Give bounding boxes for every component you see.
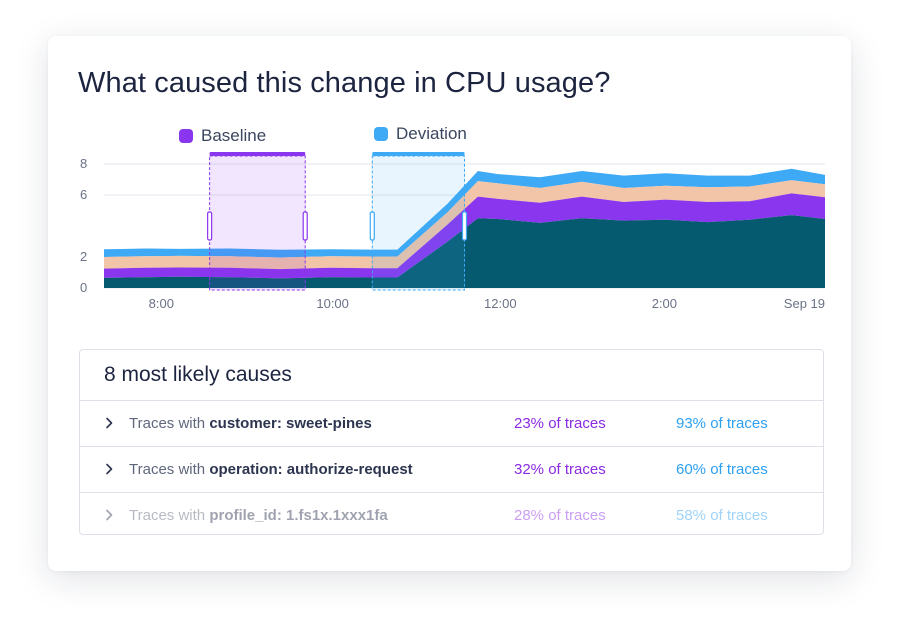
legend-deviation-label: Deviation [396,124,467,143]
cpu-usage-chart [104,152,825,291]
cause-prefix: Traces with [129,507,206,524]
deviation-selection-bar [372,152,465,156]
baseline-percentage: 23% of traces [514,415,606,432]
baseline-selection-handle-right [302,211,308,241]
x-tick-label: Sep 19 [783,296,825,311]
baseline-percentage: 28% of traces [514,507,606,524]
chevron-right-icon [106,509,113,521]
legend-deviation[interactable]: Deviation [374,124,467,144]
y-tick-label: 0 [80,280,88,295]
x-tick-label: 10:00 [316,296,349,311]
baseline-swatch [179,129,193,143]
y-tick-label: 8 [80,156,88,171]
baseline-selection-bar [209,152,306,156]
deviation-swatch [374,127,388,141]
cause-description: Traces with customer: sweet-pines [129,415,372,432]
deviation-percentage: 60% of traces [676,461,768,478]
cause-row[interactable]: Traces with operation: authorize-request… [80,447,823,493]
baseline-selection [209,155,306,291]
chevron-right-icon [106,417,113,429]
causes-title: 8 most likely causes [80,350,823,401]
likely-causes-panel: 8 most likely causes Traces with custome… [79,349,824,535]
area-series-peach [104,180,825,270]
cpu-change-card: What caused this change in CPU usage? 0 2… [48,36,851,571]
x-tick-label: 2:00 [651,296,678,311]
baseline-selection-handle-left [207,211,213,241]
chevron-right-icon [106,463,113,475]
y-tick-label: 6 [80,187,88,202]
cause-prefix: Traces with [129,461,206,478]
baseline-percentage: 32% of traces [514,461,606,478]
y-tick-label: 2 [80,249,88,264]
x-tick-label: 8:00 [148,296,174,311]
deviation-selection [371,155,466,291]
cause-prefix: Traces with [129,415,206,432]
cause-row[interactable]: Traces with customer: sweet-pines 23% of… [80,401,823,447]
cause-key: customer: sweet-pines [209,415,372,432]
deviation-percentage: 93% of traces [676,415,768,432]
cause-key: profile_id: 1.fs1x.1xxx1fa [209,507,388,524]
legend-baseline-label: Baseline [201,126,267,145]
cause-description: Traces with operation: authorize-request [129,461,413,478]
deviation-selection-handle-right [461,211,468,241]
legend-baseline[interactable]: Baseline [179,126,266,146]
deviation-percentage: 58% of traces [676,507,768,524]
cause-key: operation: authorize-request [209,461,413,478]
cause-row[interactable]: Traces with profile_id: 1.fs1x.1xxx1fa 2… [80,493,823,534]
area-series-purple [104,193,825,279]
x-tick-label: 12:00 [484,296,517,311]
deviation-selection-handle-left [369,211,375,241]
cause-description: Traces with profile_id: 1.fs1x.1xxx1fa [129,507,388,524]
page-title: What caused this change in CPU usage? [78,67,611,99]
